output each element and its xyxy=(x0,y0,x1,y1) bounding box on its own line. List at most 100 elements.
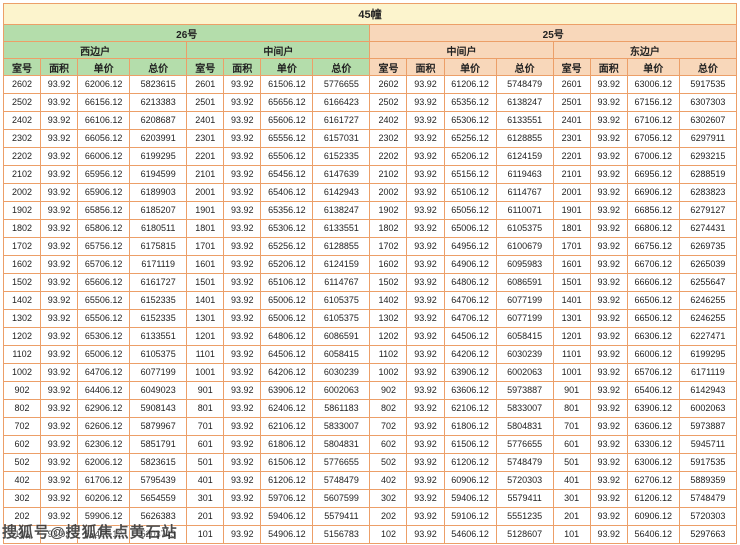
room-number-cell: 202 xyxy=(2,507,42,526)
area-cell: 93.92 xyxy=(40,201,79,220)
area-cell: 93.92 xyxy=(223,201,262,220)
table-row: 1702 93.92 65756.12 6175815 1701 93.92 65256.1… xyxy=(2,237,738,256)
room-number-cell: 2102 xyxy=(369,165,408,184)
area-cell: 93.92 xyxy=(223,435,262,454)
total-price-cell: 5776655 xyxy=(312,75,371,94)
unit-price-cell: 67106.12 xyxy=(626,111,680,130)
building-title: 45幢 xyxy=(3,3,737,25)
area-cell: 93.92 xyxy=(589,309,628,328)
room-number-cell: 201 xyxy=(552,507,591,526)
table-row: 1202 93.92 65306.12 6133551 1201 93.92 64806.1… xyxy=(2,327,738,346)
area-cell: 93.92 xyxy=(40,147,79,166)
room-number-cell: 2502 xyxy=(2,93,42,112)
unit-price-cell: 65356.12 xyxy=(260,201,314,220)
unit-price-cell: 61806.12 xyxy=(260,435,314,454)
area-cell: 93.92 xyxy=(589,453,628,472)
total-price-cell: 5804831 xyxy=(312,435,371,454)
title-row: 45幢 xyxy=(3,3,737,25)
total-price-cell: 6213383 xyxy=(129,93,188,112)
room-number-cell: 1901 xyxy=(186,201,225,220)
room-number-cell: 1501 xyxy=(186,273,225,292)
room-number-cell: 601 xyxy=(186,435,225,454)
unit-price-cell: 66906.12 xyxy=(626,183,680,202)
unit-price-cell: 67156.12 xyxy=(626,93,680,112)
total-price-cell: 5889359 xyxy=(678,471,738,490)
col-total-price: 总价 xyxy=(129,58,188,76)
room-number-cell: 902 xyxy=(2,381,42,400)
total-price-cell: 5908143 xyxy=(129,399,188,418)
total-price-cell: 5607599 xyxy=(312,489,371,508)
area-cell: 93.92 xyxy=(589,93,628,112)
room-number-cell: 701 xyxy=(552,417,591,436)
total-price-cell: 6246255 xyxy=(678,291,738,310)
room-number-cell: 2501 xyxy=(186,93,225,112)
unit-price-cell: 64206.12 xyxy=(443,345,497,364)
room-number-cell: 1301 xyxy=(186,309,225,328)
area-cell: 93.92 xyxy=(589,471,628,490)
room-number-cell: 902 xyxy=(369,381,408,400)
area-cell: 93.92 xyxy=(589,507,628,526)
room-number-cell: 1502 xyxy=(369,273,408,292)
total-price-cell: 6147639 xyxy=(312,165,371,184)
unit-type-east: 东边户 xyxy=(552,41,738,59)
unit-price-cell: 66806.12 xyxy=(626,219,680,238)
unit-price-cell: 66956.12 xyxy=(626,165,680,184)
table-row: 902 93.92 64406.12 6049023 901 93.92 63906.12 6… xyxy=(2,381,738,400)
unit-price-cell: 65756.12 xyxy=(77,237,131,256)
table-row: 702 93.92 62606.12 5879967 701 93.92 62106.12 5… xyxy=(2,417,738,436)
unit-price-cell: 65256.12 xyxy=(443,129,497,148)
unit-price-cell: 65856.12 xyxy=(77,201,131,220)
unit-price-cell: 54906.12 xyxy=(260,525,314,544)
area-cell: 93.92 xyxy=(589,381,628,400)
total-price-cell: 6265039 xyxy=(678,255,738,274)
room-number-cell: 2302 xyxy=(369,129,408,148)
table-row: 1802 93.92 65806.12 6180511 1801 93.92 65306.1… xyxy=(2,219,738,238)
area-cell: 93.92 xyxy=(589,525,628,544)
room-number-cell: 501 xyxy=(552,453,591,472)
unit-price-cell: 66006.12 xyxy=(626,345,680,364)
room-number-cell: 1102 xyxy=(2,345,42,364)
unit-price-cell: 62106.12 xyxy=(443,399,497,418)
area-cell: 93.92 xyxy=(223,363,262,382)
total-price-cell: 6157031 xyxy=(312,129,371,148)
unit-price-cell: 66056.12 xyxy=(77,129,131,148)
table-row: 2502 93.92 66156.12 6213383 2501 93.92 65656.1… xyxy=(2,93,738,112)
table-row: 102 93.92 55406.12 5203743 101 93.92 54906.12 5… xyxy=(2,525,738,544)
room-number-cell: 901 xyxy=(552,381,591,400)
total-price-cell: 6227471 xyxy=(678,327,738,346)
room-number-cell: 1802 xyxy=(369,219,408,238)
area-cell: 93.92 xyxy=(406,489,445,508)
room-number-cell: 2001 xyxy=(552,183,591,202)
table-row: 2102 93.92 65956.12 6194599 2101 93.92 65456.1… xyxy=(2,165,738,184)
room-number-cell: 2201 xyxy=(552,147,591,166)
room-number-cell: 402 xyxy=(369,471,408,490)
total-price-cell: 5851791 xyxy=(129,435,188,454)
total-price-cell: 5973887 xyxy=(678,417,738,436)
price-table: 45幢 26号 25号 西边户 中间户 中间户 东边户 室号 面积 单价 总价 … xyxy=(2,3,738,544)
unit-price-cell: 65806.12 xyxy=(77,219,131,238)
unit-price-cell: 65406.12 xyxy=(626,381,680,400)
col-room-number: 室号 xyxy=(2,58,42,76)
total-price-cell: 5776655 xyxy=(495,435,554,454)
unit-price-cell: 59906.12 xyxy=(77,507,131,526)
area-cell: 93.92 xyxy=(406,201,445,220)
area-cell: 93.92 xyxy=(223,129,262,148)
table-row: 1002 93.92 64706.12 6077199 1001 93.92 64206.1… xyxy=(2,363,738,382)
room-number-cell: 802 xyxy=(369,399,408,418)
area-cell: 93.92 xyxy=(223,309,262,328)
room-number-cell: 1802 xyxy=(2,219,42,238)
unit-price-cell: 59106.12 xyxy=(443,507,497,526)
room-number-cell: 2002 xyxy=(369,183,408,202)
total-price-cell: 6077199 xyxy=(495,291,554,310)
table-row: 402 93.92 61706.12 5795439 401 93.92 61206.12 5… xyxy=(2,471,738,490)
unit-price-cell: 62106.12 xyxy=(260,417,314,436)
room-number-cell: 2601 xyxy=(186,75,225,94)
room-number-cell: 701 xyxy=(186,417,225,436)
total-price-cell: 5748479 xyxy=(495,75,554,94)
area-cell: 93.92 xyxy=(40,219,79,238)
total-price-cell: 5776655 xyxy=(312,453,371,472)
room-number-cell: 301 xyxy=(186,489,225,508)
unit-price-cell: 66006.12 xyxy=(77,147,131,166)
area-cell: 93.92 xyxy=(40,255,79,274)
